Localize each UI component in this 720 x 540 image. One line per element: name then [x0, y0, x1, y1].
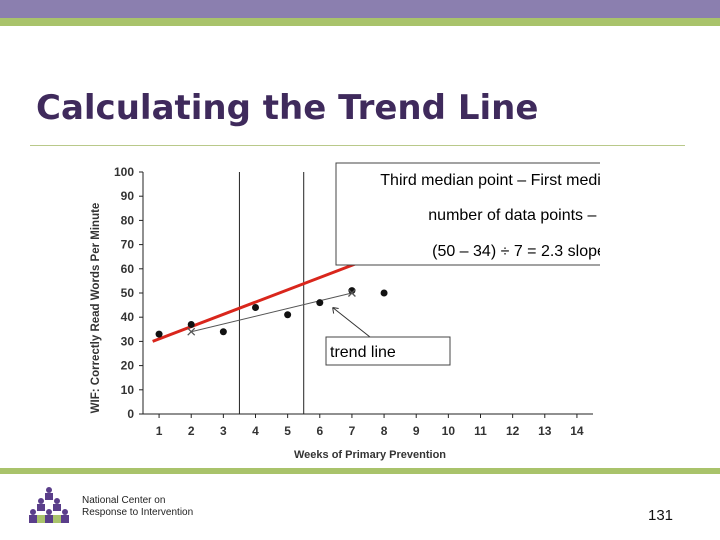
data-point	[380, 289, 388, 297]
x-tick-label: 14	[570, 424, 584, 438]
x-tick-label: 5	[284, 424, 291, 438]
data-point	[348, 287, 356, 295]
x-tick-label: 2	[188, 424, 195, 438]
y-tick-label: 90	[121, 189, 135, 203]
y-tick-label: 10	[121, 383, 135, 397]
data-point	[187, 320, 195, 328]
page-number: 131	[648, 507, 674, 524]
data-point	[252, 304, 259, 312]
x-tick-label: 4	[252, 424, 259, 438]
y-tick-labels: 0 10 20 30 40 50 60 70 80 90 100	[114, 165, 143, 421]
annotation-line-2: number of data points – 1	[428, 207, 600, 224]
slope-annotation: Third median point – First median point …	[335, 162, 600, 266]
median-mark	[347, 289, 356, 297]
organization-name: National Center on Response to Intervent…	[82, 495, 193, 519]
y-tick-label: 80	[121, 213, 135, 227]
title-divider	[30, 145, 685, 146]
annotation-line-1: Third median point – First median point	[380, 172, 600, 189]
data-points	[155, 287, 388, 338]
data-point	[155, 330, 163, 338]
y-tick-label: 70	[121, 238, 135, 252]
trend-lines	[152, 257, 369, 343]
annotation-box	[335, 162, 600, 266]
trend-label-box	[325, 336, 451, 366]
data-point	[316, 299, 324, 307]
organization-name-line-1: National Center on	[82, 495, 166, 506]
trend-line-chart: WIF: Correctly Read Words Per Minute Wee…	[90, 162, 600, 461]
y-tick-label: 50	[121, 286, 135, 300]
bottom-band	[0, 468, 720, 474]
median-mark	[187, 327, 196, 336]
callout-arrow	[332, 307, 371, 338]
median-connector-line	[191, 292, 353, 333]
organization-logo	[29, 487, 69, 523]
y-tick-label: 0	[127, 407, 134, 421]
top-band	[0, 0, 720, 18]
x-tick-label: 6	[316, 424, 323, 438]
trend-line	[152, 257, 369, 343]
x-tick-label: 10	[442, 424, 456, 438]
y-tick-label: 30	[121, 334, 135, 348]
x-tick-label: 8	[381, 424, 388, 438]
annotation-line-3: (50 – 34) ÷ 7 = 2.3 slope	[432, 243, 600, 260]
y-tick-label: 20	[121, 359, 135, 373]
x-tick-label: 3	[220, 424, 227, 438]
data-point	[219, 328, 227, 336]
x-tick-label: 9	[413, 424, 420, 438]
top-accent-band	[0, 18, 720, 26]
x-tick-label: 11	[474, 424, 487, 438]
trend-label: trend line	[330, 344, 396, 361]
x-tick-label: 13	[538, 424, 552, 438]
x-tick-labels: 1 2 3 4 5 6 7 8 9 10 11 12 13 14	[156, 414, 584, 438]
y-tick-label: 100	[114, 165, 134, 179]
y-tick-label: 60	[121, 262, 135, 276]
y-axis-title: WIF: Correctly Read Words Per Minute	[90, 203, 102, 414]
x-tick-label: 7	[349, 424, 356, 438]
y-tick-label: 40	[121, 310, 135, 324]
x-tick-label: 1	[156, 424, 163, 438]
x-tick-label: 12	[506, 424, 520, 438]
organization-name-line-2: Response to Intervention	[82, 507, 194, 518]
trend-line-callout: trend line	[325, 307, 451, 366]
section-dividers	[238, 172, 305, 414]
data-point	[284, 311, 292, 319]
slide-title: Calculating the Trend Line	[36, 88, 539, 128]
x-axis-title: Weeks of Primary Prevention	[294, 449, 446, 461]
